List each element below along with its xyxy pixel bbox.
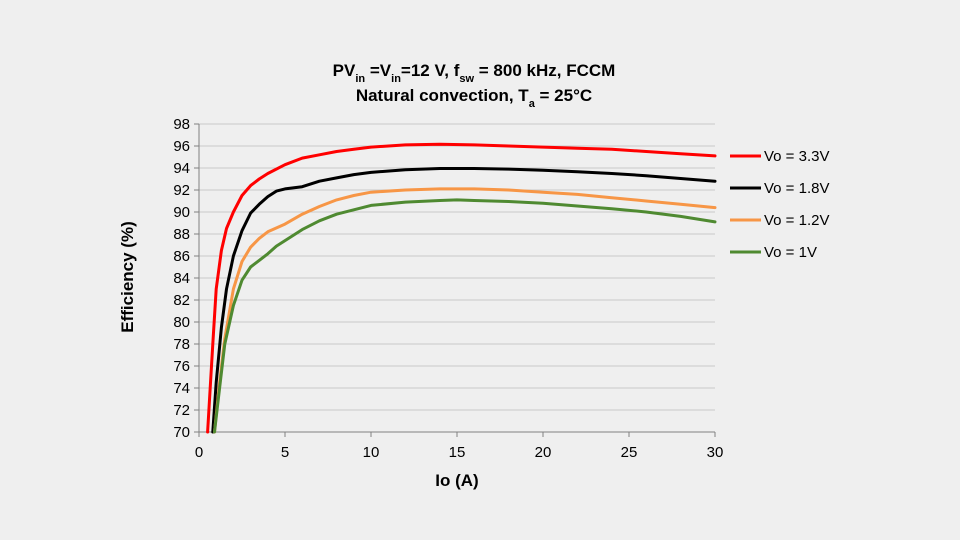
x-tick-label: 30: [707, 444, 724, 461]
y-tick-label: 98: [173, 116, 190, 133]
y-tick-label: 90: [173, 204, 190, 221]
y-tick-label: 96: [173, 138, 190, 155]
title-subscript: in: [355, 73, 365, 85]
title-subscript: in: [391, 73, 401, 85]
grid-lines: [199, 123, 715, 411]
title-subscript: a: [529, 98, 536, 110]
axes: [194, 123, 716, 437]
chart-title: PVin =Vin=12 V, fsw = 800 kHz, FCCM Natu…: [333, 61, 616, 110]
chart-title-line2: Natural convection, Ta = 25°C: [356, 86, 592, 110]
x-tick-label: 25: [621, 444, 638, 461]
x-tick-label: 10: [363, 444, 380, 461]
series-line-3: [213, 187, 717, 434]
y-tick-label: 74: [173, 380, 190, 397]
title-segment: PV: [333, 61, 356, 80]
legend-label-4: Vo = 1V: [764, 244, 817, 261]
y-tick-label: 78: [173, 336, 190, 353]
x-tick-label: 5: [281, 444, 289, 461]
y-tick-label: 82: [173, 292, 190, 309]
y-tick-label: 70: [173, 424, 190, 441]
title-segment: =12 V, f: [401, 61, 460, 80]
series-line-4: [213, 198, 717, 434]
y-axis-title: Efficiency (%): [118, 221, 137, 332]
series-line-1: [206, 142, 717, 434]
title-segment: =V: [365, 61, 392, 80]
y-tick-label: 76: [173, 358, 190, 375]
series-line-2: [211, 167, 717, 434]
y-tick-label: 92: [173, 182, 190, 199]
x-axis-title: Io (A): [435, 471, 478, 490]
y-tick-label: 80: [173, 314, 190, 331]
y-tick-label: 84: [173, 270, 190, 287]
y-tick-label: 86: [173, 248, 190, 265]
y-tick-label: 94: [173, 160, 190, 177]
x-tick-label: 15: [449, 444, 466, 461]
title-segment: = 25°C: [535, 86, 592, 105]
legend-label-1: Vo = 3.3V: [764, 148, 829, 165]
y-tick-label: 72: [173, 402, 190, 419]
legend: Vo = 3.3V Vo = 1.8V Vo = 1.2V Vo = 1V: [730, 148, 829, 261]
title-subscript: sw: [459, 73, 474, 85]
y-tick-label: 88: [173, 226, 190, 243]
tick-labels: 70 72 74 76 78 80 82 84 86 88 90 92 94 96 98 0 5 10 15 20 25…: [173, 116, 723, 461]
data-series: [206, 142, 717, 434]
legend-label-3: Vo = 1.2V: [764, 212, 829, 229]
title-segment: = 800 kHz, FCCM: [474, 61, 615, 80]
x-tick-label: 20: [535, 444, 552, 461]
legend-label-2: Vo = 1.8V: [764, 180, 829, 197]
chart-title-line1: PVin =Vin=12 V, fsw = 800 kHz, FCCM: [333, 61, 616, 85]
title-segment: Natural convection, T: [356, 86, 529, 105]
x-tick-label: 0: [195, 444, 203, 461]
